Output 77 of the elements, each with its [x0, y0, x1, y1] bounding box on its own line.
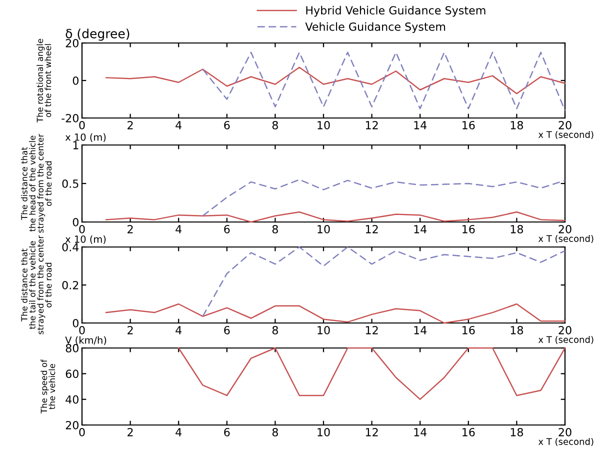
x-tick-label: 14	[414, 326, 427, 334]
x-tick-label: 4	[176, 326, 182, 334]
y-tick-label: 80	[66, 344, 78, 352]
y-tick-label: 0	[72, 218, 78, 226]
x-tick-label: 10	[318, 326, 330, 334]
x-tick-label: 0	[79, 120, 85, 130]
x-tick-label: 8	[272, 326, 278, 334]
line-series	[178, 347, 566, 400]
y-tick-label: 20	[66, 38, 78, 48]
x-tick-label: 6	[224, 120, 230, 130]
x-tick-label: 16	[462, 224, 475, 234]
y-tick-label: 0.5	[62, 179, 78, 188]
x-tick-label: 20	[558, 224, 572, 234]
x-tick-label: 14	[414, 121, 427, 130]
line-series	[106, 66, 566, 94]
x-axis-title: x T (second)	[538, 235, 594, 244]
legend-label: Vehicle Guidance System	[305, 22, 446, 33]
x-tick-label: 2	[128, 224, 133, 234]
x-tick-label: 12	[366, 428, 378, 436]
x-tick-label: 4	[176, 121, 182, 130]
x-tick-label: 20	[558, 428, 572, 436]
x-tick-label: 20	[558, 120, 572, 130]
x-tick-label: 18	[510, 224, 524, 234]
y-tick-label: 20	[66, 420, 78, 430]
y-axis-title: The speed of the vehicle	[40, 359, 56, 414]
y-tick-label: 0	[72, 76, 78, 85]
y-axis-title: The distance that the tail of the vehicle strayed from the center of the road	[20, 235, 52, 334]
x-tick-label: 0	[79, 326, 85, 334]
x-tick-label: 18	[510, 428, 524, 436]
x-axis-title: x T (second)	[538, 131, 594, 140]
x-tick-label: 10	[318, 428, 330, 436]
y-tick-label: 60	[66, 370, 78, 378]
x-axis-title: x T (second)	[538, 336, 594, 344]
x-tick-label: 16	[462, 428, 475, 436]
x-tick-label: 12	[366, 326, 378, 334]
x-tick-label: 8	[272, 120, 278, 130]
x-tick-label: 12	[366, 224, 378, 234]
x-tick-label: 2	[128, 326, 133, 334]
text: V (km/h)	[65, 336, 106, 345]
x-tick-label: 6	[224, 224, 230, 234]
x-tick-label: 6	[224, 326, 230, 334]
x-tick-label: 18	[510, 326, 524, 334]
x-tick-label: 18	[510, 120, 524, 130]
x-tick-label: 14	[414, 225, 427, 234]
x-tick-label: 4	[176, 428, 182, 436]
x-tick-label: 16	[462, 120, 475, 130]
x-tick-label: 0	[79, 224, 85, 234]
x-tick-label: 6	[224, 428, 230, 436]
line-series	[106, 303, 566, 324]
x-tick-label: 8	[272, 428, 278, 436]
x-tick-label: 0	[79, 428, 85, 436]
y-tick-label: 0.4	[62, 242, 79, 252]
y-tick-label: 0	[72, 318, 78, 328]
line-series	[202, 179, 566, 216]
x-tick-label: 10	[318, 224, 330, 234]
y-tick-label: 0.2	[62, 280, 78, 290]
y-tick-label: -20	[62, 114, 78, 122]
x-tick-label: 12	[366, 120, 378, 130]
x-tick-label: 4	[176, 225, 182, 234]
line-series	[202, 246, 566, 317]
y-tick-label: 1	[73, 141, 78, 150]
text: x 10 (m)	[65, 133, 106, 142]
line-series	[202, 52, 566, 112]
x-tick-label: 16	[462, 326, 475, 334]
text: x 10 (m)	[65, 235, 106, 244]
x-tick-label: 10	[318, 120, 330, 130]
y-axis-title: The rotational angle of the front wheel	[36, 38, 52, 123]
legend-label: Hybrid Vehicle Guidance System	[306, 6, 486, 17]
x-tick-label: 2	[128, 428, 133, 436]
x-tick-label: 8	[272, 224, 278, 234]
y-tick-label: 40	[66, 395, 78, 404]
x-tick-label: 20	[558, 326, 572, 334]
x-tick-label: 2	[128, 120, 133, 130]
x-axis-title: x T (second)	[538, 438, 594, 446]
x-tick-label: 14	[414, 428, 427, 436]
y-axis-title: The distance that the head of the vehicle strayed from the center of the road	[20, 134, 52, 233]
line-series	[106, 211, 566, 223]
